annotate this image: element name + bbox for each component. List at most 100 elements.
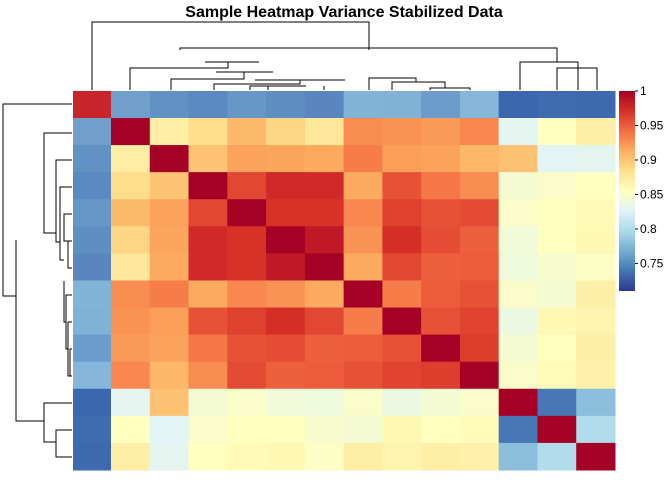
heatmap-cell [111,199,151,227]
col-dendro-link [429,87,471,90]
heatmap-cell [304,226,345,254]
heatmap-cell [227,415,267,444]
column-annotation-cell [343,91,383,118]
heatmap-cell [498,388,538,417]
col-dendro-link [129,62,229,90]
col-dendro-link [170,72,245,90]
row-annotation-cell [73,226,111,254]
heatmap-cell [188,388,228,417]
column-annotation-cell [73,91,112,118]
heatmap-cell [188,145,228,173]
heatmap-cell [537,361,577,390]
heatmap-cell [266,361,306,390]
row-annotation-cell [73,361,111,390]
heatmap-cell [459,334,500,363]
heatmap-cell [576,253,616,281]
heatmap-cell [111,334,151,363]
heatmap-cell [227,307,267,336]
heatmap-annotation [73,91,616,471]
heatmap-cell [576,280,616,309]
heatmap-cell [343,334,383,363]
heatmap-cell [576,361,616,390]
heatmap-cell [149,280,190,309]
heatmap-cell [382,172,422,200]
heatmap-cell [498,253,538,281]
heatmap-cell [343,361,383,390]
heatmap-cell [421,361,461,390]
heatmap-cell [576,442,616,471]
heatmap-cell [537,442,577,471]
column-annotation-cell [498,91,538,118]
heatmap-cell [459,118,500,146]
column-annotation-cell [576,91,616,118]
heatmap-cell [266,388,306,417]
heatmap-cell [576,334,616,363]
heatmap-cell [343,253,383,281]
heatmap-cell [304,253,345,281]
colorbar-tick-label: 0.95 [640,118,664,132]
heatmap-cell [304,361,345,390]
heatmap-cell [459,172,500,200]
heatmap-cell [459,253,500,281]
heatmap-cell [421,145,461,173]
chart-title: Sample Heatmap Variance Stabilized Data [185,4,503,21]
row-dendro-link [15,240,44,422]
heatmap-cell [266,145,306,173]
row-annotation-cell [73,307,111,336]
heatmap-cell [227,361,267,390]
heatmap-cell [537,172,577,200]
heatmap-cell [343,145,383,173]
heatmap-cell [111,442,151,471]
heatmap-cell [498,145,538,173]
heatmap-cell [537,118,577,146]
heatmap-cell [498,334,538,363]
heatmap-cell [227,172,267,200]
heatmap-cell [576,145,616,173]
column-annotation-cell [266,91,306,118]
heatmap-cell [188,361,228,390]
heatmap-cell [498,361,538,390]
heatmap-cell [266,307,306,336]
heatmap-cell [537,280,577,309]
heatmap-cell [576,118,616,146]
heatmap-cell [576,172,616,200]
row-annotation-cell [73,253,111,281]
heatmap-cell [304,442,345,471]
heatmap-cell [111,280,151,309]
heatmap-cell [576,415,616,444]
heatmap-cell [227,388,267,417]
colorbar-tick-label: 0.9 [640,153,657,167]
heatmap-cell [498,442,538,471]
heatmap-cell [498,280,538,309]
row-annotation-cell [73,145,111,173]
heatmap-cell [421,307,461,336]
row-dendro-link [59,186,72,261]
heatmap-cell [382,361,422,390]
heatmap-cell [537,307,577,336]
heatmap-cell [188,280,228,309]
heatmap-cell [421,334,461,363]
column-annotation-cell [421,91,461,118]
heatmap-cell [188,334,228,363]
heatmap-cell [266,280,306,309]
heatmap-cell [188,253,228,281]
col-dendro-link [391,81,446,90]
heatmap-cell [343,118,383,146]
row-annotation-cell [73,442,111,471]
heatmap-cell [304,307,345,336]
row-dendro-link [69,348,72,377]
heatmap-cell [304,415,345,444]
heatmap-cell [498,172,538,200]
heatmap-cell [149,388,190,417]
heatmap-cell [304,280,345,309]
heatmap-cell [149,442,190,471]
heatmap-cell [537,226,577,254]
heatmap-cell [576,307,616,336]
heatmap-cell [188,415,228,444]
column-dendrogram [91,21,598,90]
heatmap-cell [382,388,422,417]
heatmap-cell [304,118,345,146]
heatmap-cell [421,199,461,227]
heatmap-cell [421,226,461,254]
heatmap-cell [149,118,190,146]
